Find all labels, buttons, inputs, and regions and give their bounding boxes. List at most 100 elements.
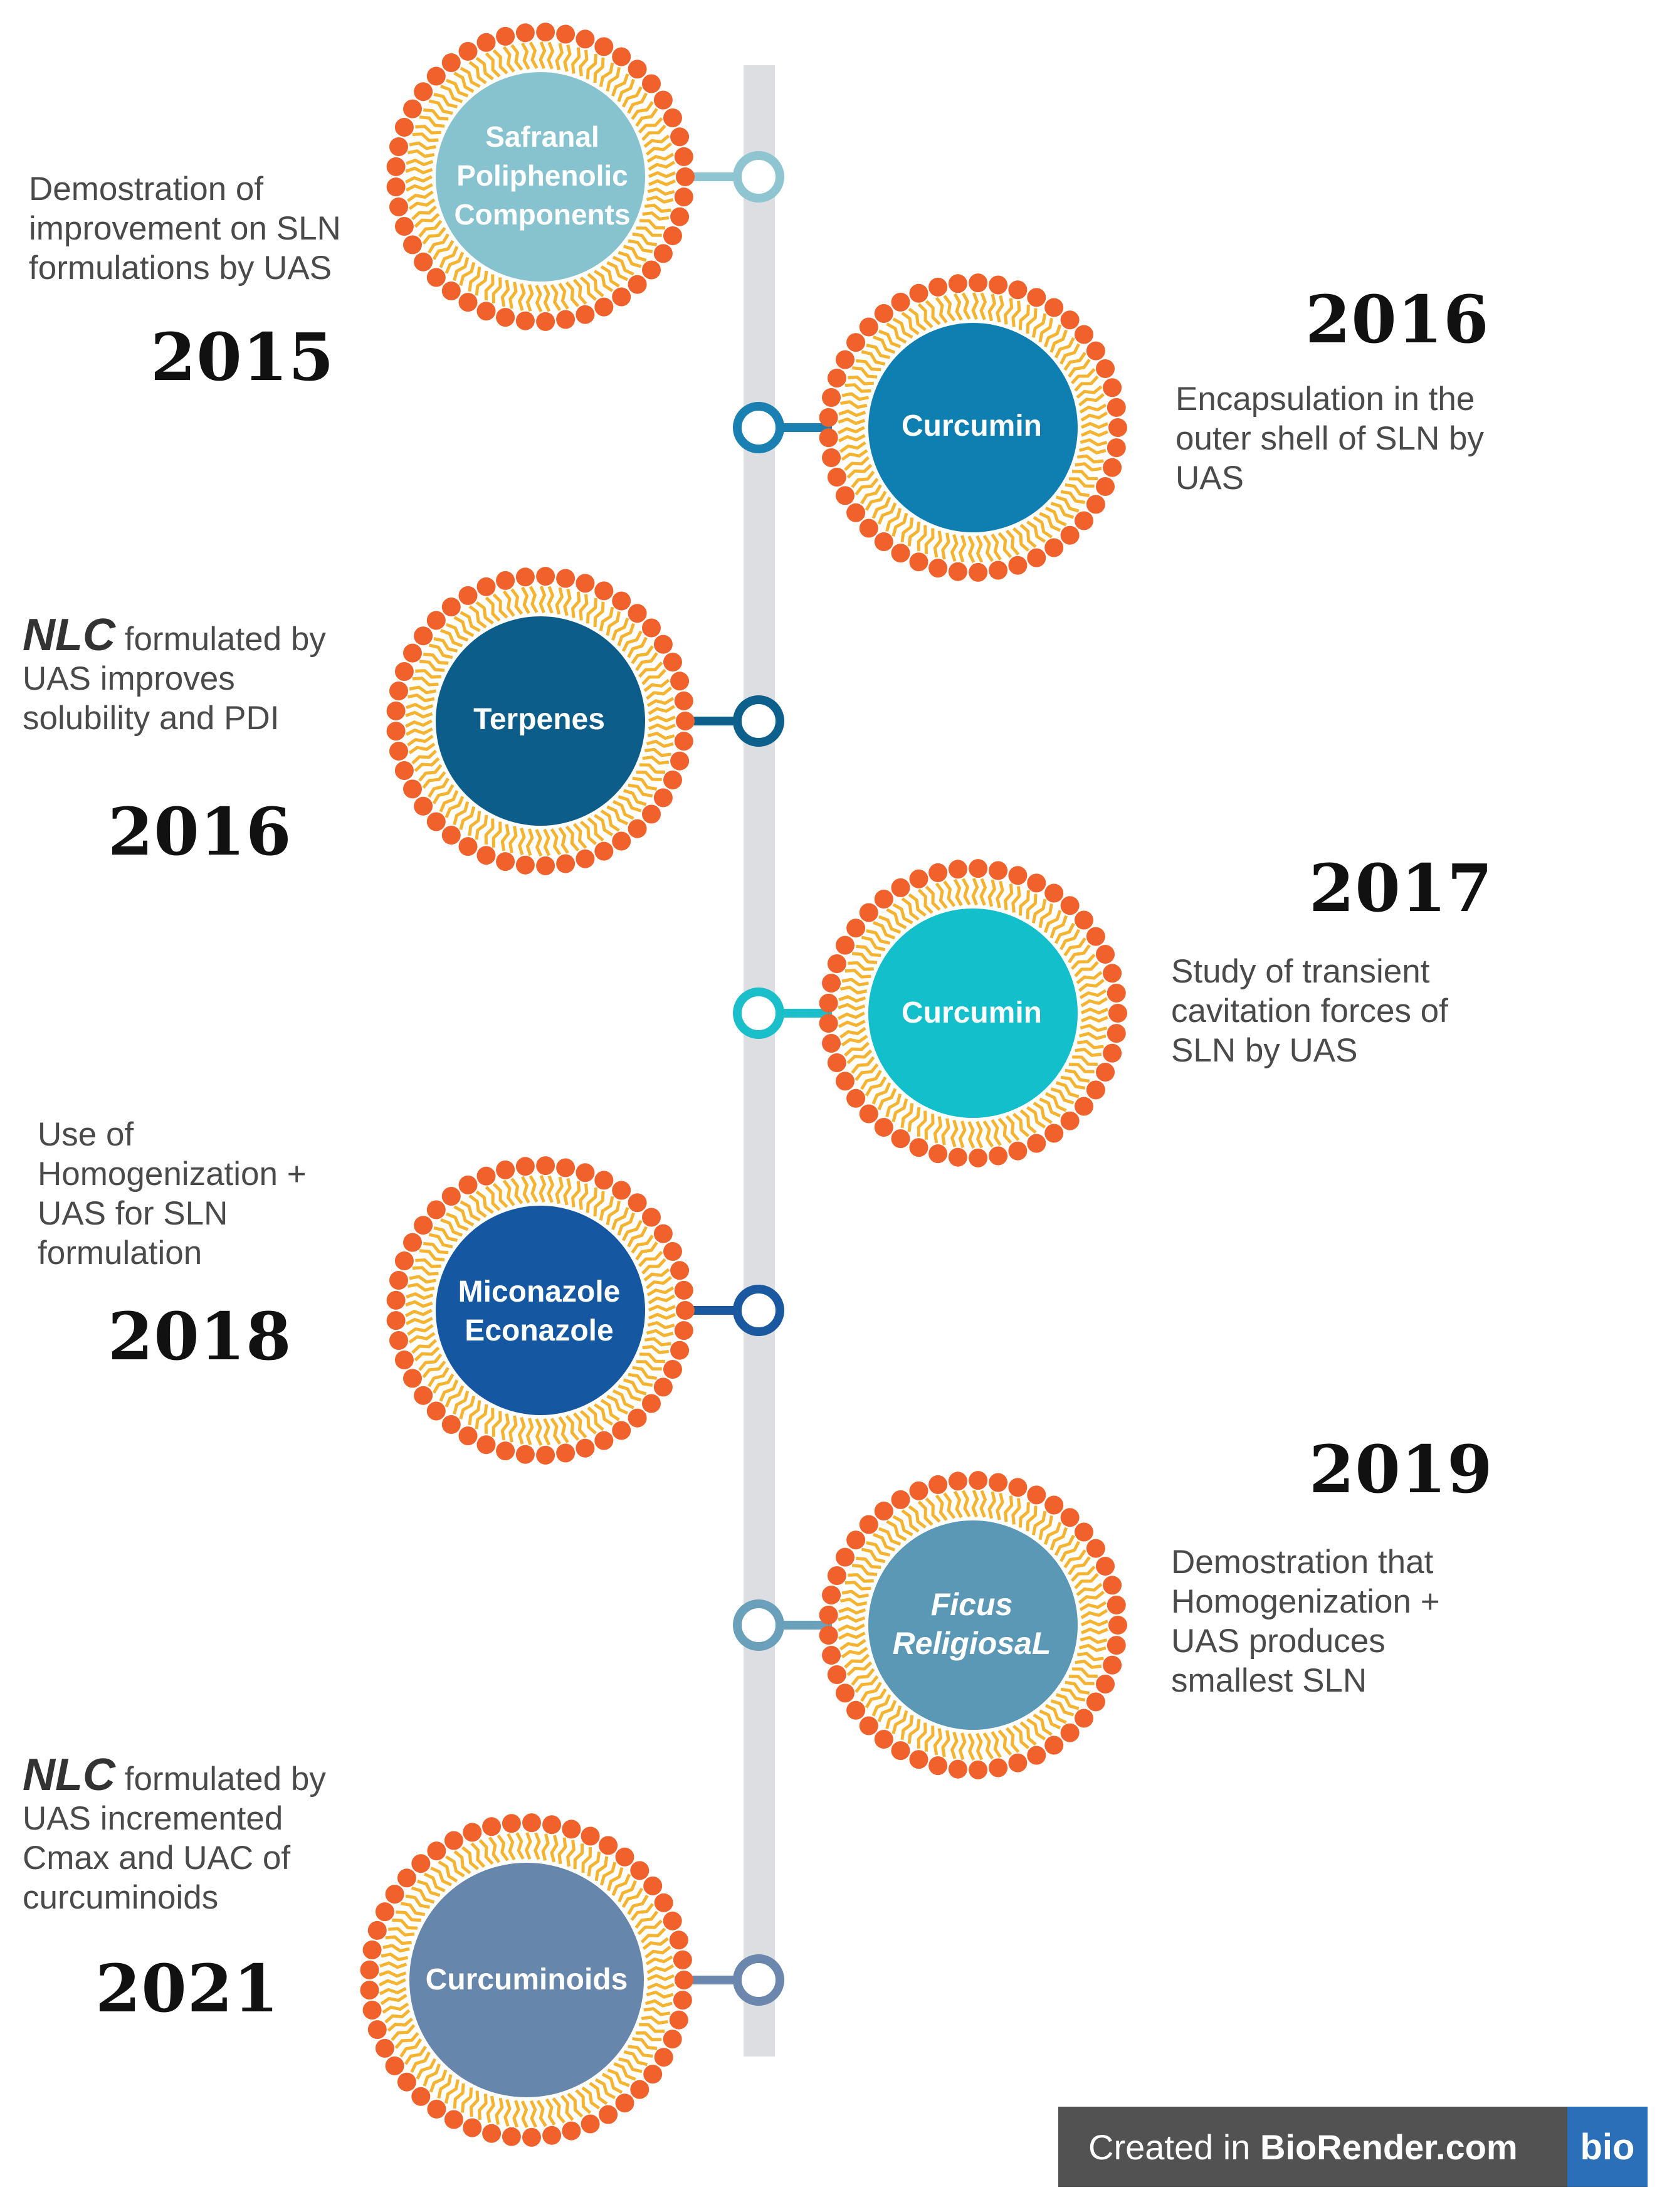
lipid-head: [654, 2048, 673, 2067]
lipid-head: [414, 1216, 433, 1235]
core-label-line: Ficus: [930, 1587, 1013, 1622]
lipid-head: [576, 1438, 595, 1458]
lipid-head: [874, 1502, 893, 1520]
lipid-head: [1103, 458, 1122, 477]
lipid-head: [515, 1157, 535, 1176]
lipid-tail: [1080, 997, 1108, 1008]
lipid-tail: [1049, 915, 1068, 939]
lipid-tail: [607, 2068, 630, 2087]
lipid-tail: [607, 1867, 624, 1891]
lipid-head: [542, 1815, 562, 1835]
biorender-badge[interactable]: Created in BioRender.com bio: [1058, 2107, 1648, 2187]
lipid-tail: [871, 1694, 891, 1717]
lipid-tail: [550, 1418, 562, 1445]
lipid-tail: [606, 261, 629, 282]
lipid-tail: [468, 61, 487, 85]
lipid-tail: [900, 517, 914, 543]
lipid-tail: [925, 1497, 941, 1523]
lipid-tail: [840, 986, 868, 994]
lipid-head: [822, 1034, 841, 1053]
lipid-tail: [529, 2100, 537, 2128]
lipid-head: [476, 1166, 496, 1186]
desc-line: cavitation forces of: [1171, 993, 1448, 1030]
lipid-head: [989, 1758, 1008, 1778]
lipid-tail: [838, 426, 865, 434]
lipid-tail: [488, 1836, 501, 1863]
lipid-tail: [975, 1732, 984, 1761]
lipid-tail: [839, 1026, 866, 1039]
lipid-tail: [1011, 300, 1021, 327]
lipid-tail: [409, 1275, 436, 1284]
lipid-tail: [478, 1839, 494, 1865]
lipid-tail: [445, 1855, 465, 1878]
lipid-tail: [851, 1056, 875, 1074]
lipid-tail: [1060, 1075, 1086, 1090]
lipid-tail: [438, 1860, 458, 1883]
lipid-tail: [856, 944, 881, 957]
lipid-tail: [846, 1049, 873, 1065]
lipid-head: [426, 611, 446, 630]
lipid-tail: [485, 596, 501, 622]
lipid-tail: [1026, 520, 1046, 543]
liposome-core: [436, 72, 645, 282]
lipid-tail: [1068, 1063, 1095, 1073]
lipid-tail: [587, 1406, 604, 1431]
lipid-head: [576, 574, 595, 593]
lipid-head: [669, 1930, 688, 1950]
lipid-tail: [380, 1994, 408, 2006]
lipid-tail: [623, 2050, 648, 2067]
lipid-tail: [646, 1329, 674, 1337]
badge-brand: BioRender.com: [1259, 2127, 1518, 2167]
lipid-tail: [405, 1300, 433, 1308]
lipid-tail: [1060, 929, 1081, 951]
lipid-tail: [459, 806, 476, 830]
lipid-head: [496, 852, 515, 872]
lipid-tail: [1080, 429, 1108, 437]
lipid-tail: [1026, 1718, 1046, 1741]
lipid-head: [612, 831, 631, 851]
lipid-tail: [423, 2063, 441, 2087]
lipid-head: [441, 1415, 461, 1434]
lipid-head: [909, 1750, 928, 1769]
lipid-tail: [394, 2031, 419, 2049]
lipid-tail: [1011, 1498, 1021, 1525]
lipid-head: [909, 1138, 928, 1157]
lipid-tail: [419, 1249, 445, 1261]
lipid-tail: [860, 1682, 882, 1702]
lipid-head: [360, 1981, 379, 2000]
lipid-head: [630, 1861, 649, 1880]
lipid-tail: [646, 1964, 675, 1974]
lipid-tail: [1055, 1693, 1080, 1710]
lipid-head: [581, 2114, 600, 2134]
lipid-tail: [982, 1120, 994, 1148]
lipid-tail: [917, 303, 933, 329]
lipid-tail: [646, 152, 675, 163]
lipid-tail: [552, 2097, 566, 2124]
lipid-tail: [525, 828, 534, 856]
lipid-head: [556, 1158, 576, 1177]
lipid-head: [846, 1088, 866, 1108]
lipid-tail: [1044, 1092, 1067, 1112]
lipid-tail: [1005, 1115, 1020, 1142]
lipid-head: [1008, 1753, 1028, 1772]
lipid-tail: [510, 44, 523, 71]
lipid-tail: [997, 532, 1012, 559]
lipid-tail: [638, 661, 663, 678]
lipid-tail: [1068, 1675, 1095, 1685]
lipid-head: [615, 1847, 634, 1867]
lipid-tail: [468, 266, 481, 292]
lipid-head: [612, 1181, 631, 1200]
lipid-tail: [459, 1395, 476, 1419]
liposome-core: [436, 616, 645, 826]
lipid-head: [891, 292, 910, 312]
lipid-tail: [453, 256, 470, 282]
lipid-tail: [950, 534, 959, 562]
lipid-tail: [606, 1394, 629, 1415]
lipid-tail: [379, 1987, 407, 1996]
lipid-tail: [892, 317, 913, 339]
lipid-tail: [953, 878, 963, 907]
event-2017-description: Study of transient cavitation forces of …: [1171, 952, 1448, 1070]
lipid-head: [441, 826, 461, 845]
lipid-tail: [1076, 1040, 1104, 1050]
lipid-tail: [558, 826, 569, 854]
